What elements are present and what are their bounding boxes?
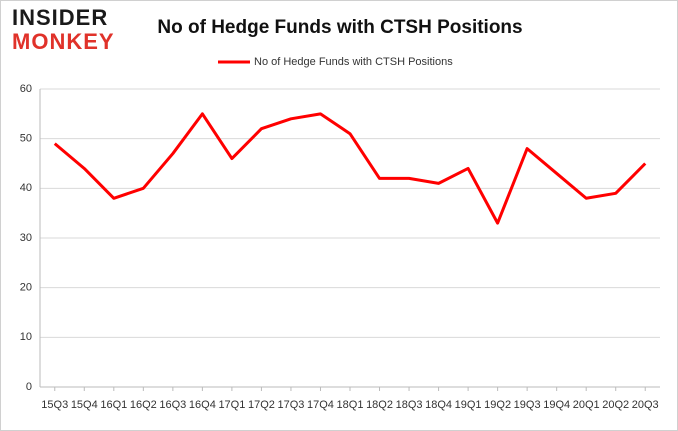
x-tick-label: 20Q1 <box>573 399 600 411</box>
x-tick-label: 20Q2 <box>602 399 629 411</box>
chart-title: No of Hedge Funds with CTSH Positions <box>157 17 522 38</box>
x-tick-label: 15Q4 <box>71 399 98 411</box>
x-tick-label: 17Q4 <box>307 399 334 411</box>
x-tick-label: 20Q3 <box>632 399 659 411</box>
logo-top: INSIDER <box>12 5 108 30</box>
x-tick-label: 16Q2 <box>130 399 157 411</box>
x-tick-label: 17Q1 <box>218 399 245 411</box>
logo-bottom: MONKEY <box>12 29 115 54</box>
x-tick-label: 16Q3 <box>159 399 186 411</box>
y-tick-label: 40 <box>20 182 32 194</box>
x-tick-label: 19Q3 <box>514 399 541 411</box>
data-line <box>53 112 647 225</box>
y-tick-label: 50 <box>20 133 32 145</box>
y-tick-label: 0 <box>26 381 32 393</box>
y-tick-label: 30 <box>20 232 32 244</box>
x-tick-label: 16Q4 <box>189 399 216 411</box>
x-tick-label: 15Q3 <box>41 399 68 411</box>
x-tick-label: 18Q1 <box>337 399 364 411</box>
x-tick-label: 18Q2 <box>366 399 393 411</box>
x-tick-label: 17Q2 <box>248 399 275 411</box>
y-tick-label: 10 <box>20 331 32 343</box>
legend-label: No of Hedge Funds with CTSH Positions <box>254 56 453 68</box>
x-tick-label: 18Q4 <box>425 399 452 411</box>
x-tick-label: 19Q2 <box>484 399 511 411</box>
y-tick-label: 60 <box>20 83 32 95</box>
y-tick-label: 20 <box>20 282 32 294</box>
x-tick-label: 17Q3 <box>277 399 304 411</box>
x-tick-label: 19Q4 <box>543 399 570 411</box>
x-tick-label: 19Q1 <box>455 399 482 411</box>
x-tick-label: 18Q3 <box>396 399 423 411</box>
x-tick-label: 16Q1 <box>100 399 127 411</box>
